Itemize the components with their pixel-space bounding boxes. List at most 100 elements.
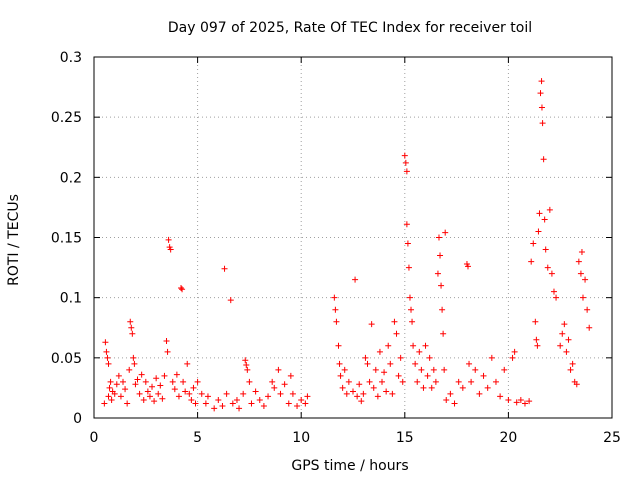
y-tick-label: 0.15 [51,231,82,247]
data-point [192,400,199,407]
data-point [127,318,134,325]
data-point [511,348,518,355]
data-point [409,318,416,325]
data-point [159,395,166,402]
data-point [333,318,340,325]
data-point [178,285,185,292]
data-point [569,360,576,367]
data-point [403,221,410,228]
data-point [476,390,483,397]
data-point [186,390,193,397]
data-point [167,246,174,253]
data-point [256,396,263,403]
data-point [138,371,145,378]
data-point [113,381,120,388]
data-point [108,396,115,403]
data-point [227,297,234,304]
data-point [362,354,369,361]
data-point [155,390,162,397]
data-point [194,378,201,385]
data-point [229,400,236,407]
data-point [424,372,431,379]
data-point [381,369,388,376]
data-point [557,342,564,349]
data-point [244,366,251,373]
data-point [366,378,373,385]
data-point [442,229,449,236]
data-point [538,78,545,85]
data-point [105,360,112,367]
x-tick-label: 10 [292,430,310,446]
data-point [492,378,499,385]
x-tick-label: 15 [396,430,414,446]
data-point [287,372,294,379]
data-point [269,378,276,385]
data-point [546,206,553,213]
data-point [534,342,541,349]
data-point [401,152,408,159]
data-point [171,386,178,393]
data-point [379,378,386,385]
data-point [221,265,228,272]
data-point [387,360,394,367]
data-point [472,366,479,373]
y-tick-label: 0.3 [60,50,82,66]
data-point [513,399,520,406]
data-point [559,330,566,337]
data-point [435,234,442,241]
data-point [533,336,540,343]
data-point [528,258,535,265]
data-point [331,294,338,301]
data-point [341,366,348,373]
data-point [468,378,475,385]
data-point [584,306,591,313]
data-point [246,378,253,385]
data-point [364,360,371,367]
data-point [164,348,171,355]
data-point [136,390,143,397]
data-point [182,388,189,395]
data-point [509,354,516,361]
data-point [163,337,170,344]
data-point [188,396,195,403]
data-point [395,372,402,379]
data-point [115,372,122,379]
data-point [105,393,112,400]
data-point [447,390,454,397]
data-point [101,400,108,407]
x-tick-label: 25 [603,430,621,446]
data-point [223,390,230,397]
data-point [567,366,574,373]
data-point [117,393,124,400]
data-point [285,400,292,407]
data-point [412,360,419,367]
y-tick-label: 0.1 [60,291,82,307]
data-point [432,378,439,385]
x-tick-label: 5 [193,430,202,446]
data-point [179,286,186,293]
data-point [350,388,356,395]
data-point [582,276,589,283]
x-tick-label: 20 [499,430,517,446]
data-point [281,381,288,388]
scatter-points [101,78,593,412]
data-point [383,388,390,395]
data-point [586,324,593,331]
data-point [106,384,113,391]
data-point [414,378,421,385]
data-point [358,398,365,405]
data-point [131,360,138,367]
data-point [497,393,504,400]
chart-title: Day 097 of 2025, Rate Of TEC Index for r… [168,20,532,36]
data-point [466,360,473,367]
data-point [248,400,255,407]
y-tick-label: 0.25 [51,110,82,126]
data-point [345,378,352,385]
data-point [565,336,572,343]
data-point [410,342,417,349]
data-point [441,366,448,373]
data-point [399,378,406,385]
y-tick-label: 0.05 [51,351,82,367]
data-point [578,248,585,255]
data-point [126,366,133,373]
